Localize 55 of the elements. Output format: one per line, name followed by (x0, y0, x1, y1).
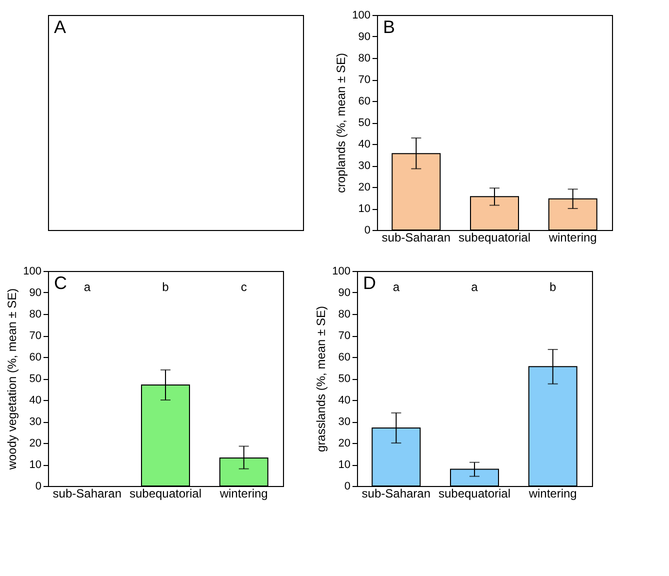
y-tick-label: 90 (358, 31, 370, 43)
x-tick-label: subequatorial (129, 486, 202, 500)
y-tick-label: 30 (338, 416, 350, 428)
annotation: c (240, 280, 247, 294)
annotation: b (549, 280, 556, 294)
y-tick-label: 50 (358, 117, 370, 129)
y-tick-label: 80 (358, 52, 370, 64)
y-tick-label: 10 (338, 459, 350, 471)
y-tick-label: 50 (29, 373, 42, 385)
y-axis-title: grasslands (%, mean ± SE) (314, 306, 328, 452)
y-tick-label: 30 (358, 160, 370, 172)
annotation: b (162, 280, 170, 294)
annotation: D (363, 273, 376, 293)
y-tick-label: 0 (35, 480, 42, 492)
y-tick-label: 70 (358, 74, 370, 86)
x-tick-label: wintering (548, 230, 597, 244)
x-tick-label: subequatorial (458, 230, 531, 244)
x-tick-label: sub-Saharan (382, 230, 451, 244)
y-tick-label: 20 (358, 182, 370, 194)
x-tick-label: subequatorial (438, 486, 511, 500)
y-tick-label: 90 (338, 287, 350, 299)
y-tick-label: 0 (344, 480, 350, 492)
y-tick-label: 70 (29, 330, 42, 342)
x-tick-label: sub-Saharan (52, 486, 122, 500)
y-tick-label: 0 (364, 224, 370, 236)
y-tick-label: 80 (338, 308, 350, 320)
y-tick-label: 60 (338, 352, 350, 364)
y-tick-label: 10 (358, 203, 370, 215)
annotation: a (84, 280, 91, 294)
annotation: a (392, 280, 400, 294)
x-tick-label: wintering (218, 486, 268, 500)
y-tick-label: 60 (358, 96, 370, 108)
y-tick-label: 70 (338, 330, 350, 342)
y-tick-label: 20 (29, 438, 42, 450)
y-tick-label: 90 (29, 287, 42, 299)
y-tick-label: 50 (338, 373, 350, 385)
y-tick-label: 30 (29, 416, 42, 428)
text: A (54, 17, 66, 37)
annotation: a (471, 280, 478, 294)
y-tick-label: 100 (23, 266, 42, 278)
x-tick-label: sub-Saharan (362, 486, 431, 500)
y-tick-label: 40 (358, 138, 370, 150)
y-tick-label: 100 (332, 266, 350, 278)
y-tick-label: 40 (29, 394, 42, 406)
y-tick-label: 40 (338, 394, 350, 406)
annotation: C (54, 273, 67, 293)
y-tick-label: 10 (29, 459, 42, 471)
y-tick-label: 100 (352, 10, 370, 22)
x-tick-label: wintering (528, 486, 577, 500)
y-axis-title: woody vegetation (%, mean ± SE) (5, 288, 20, 471)
y-tick-label: 60 (29, 352, 42, 364)
y-tick-label: 80 (29, 308, 42, 320)
y-axis-title: croplands (%, mean ± SE) (334, 53, 348, 193)
y-tick-label: 20 (338, 438, 350, 450)
annotation: B (383, 17, 396, 37)
